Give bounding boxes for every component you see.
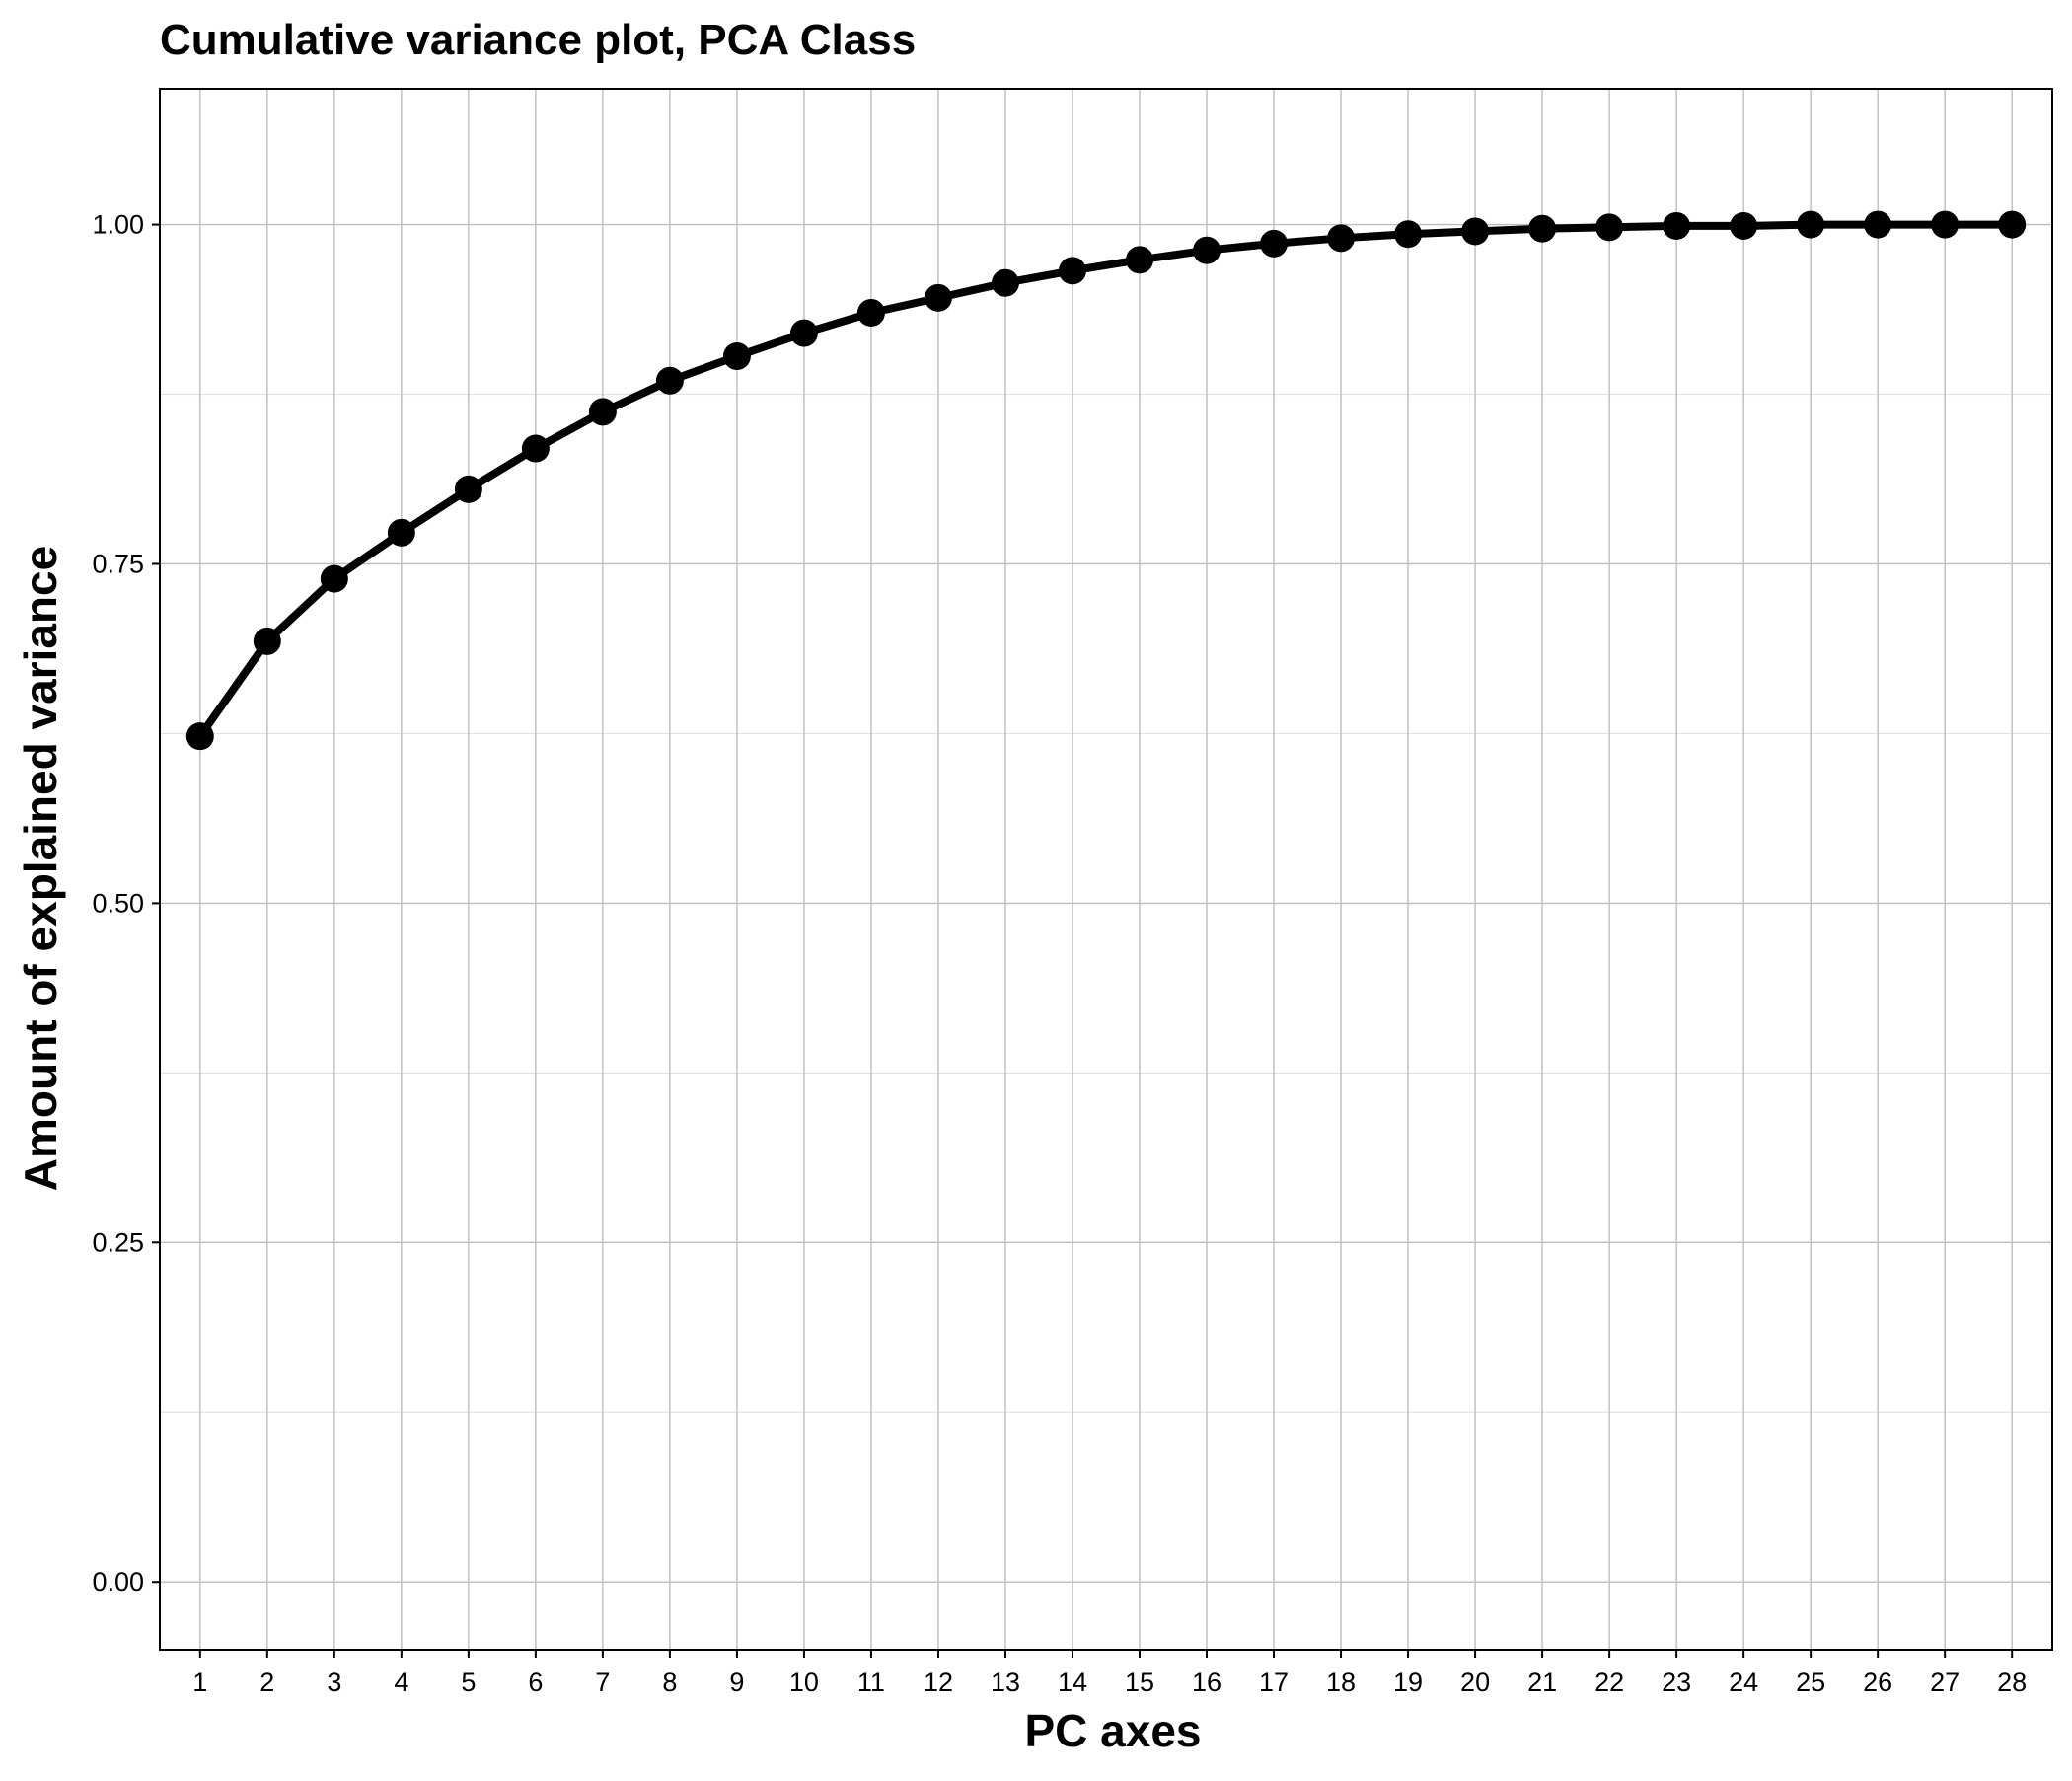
data-point [789,319,818,347]
data-point [253,627,281,655]
y-tick-label: 1.00 [92,210,144,240]
x-tick-label: 18 [1326,1668,1356,1697]
chart-title: Cumulative variance plot, PCA Class [160,16,916,64]
data-point [1528,214,1557,243]
x-tick-label: 23 [1662,1668,1691,1697]
data-point [1864,210,1892,239]
x-tick-label: 15 [1125,1668,1154,1697]
data-point [387,518,415,547]
x-tick-label: 10 [789,1668,819,1697]
x-tick-label: 14 [1058,1668,1087,1697]
data-point [1797,210,1825,239]
data-point [320,564,348,593]
x-tick-label: 9 [729,1668,744,1697]
y-tick-label: 0.25 [92,1227,144,1257]
x-tick-label: 26 [1863,1668,1892,1697]
y-tick-label: 0.50 [92,888,144,918]
x-tick-label: 16 [1192,1668,1221,1697]
data-point [1394,220,1423,249]
x-tick-label: 12 [924,1668,953,1697]
axis-ticks: 0.000.250.500.751.001 2 3 4 5 6 7 8 9 10 11 12 13 14 1… [92,210,2027,1697]
x-tick-label: 11 [857,1668,885,1697]
x-tick-label: 24 [1729,1668,1758,1697]
data-point [655,366,684,395]
x-tick-label: 3 [327,1668,341,1697]
data-point [1595,213,1624,242]
x-tick-label: 22 [1594,1668,1624,1697]
x-tick-label: 1 [192,1668,207,1697]
x-tick-label: 20 [1460,1668,1490,1697]
data-point [1998,210,2027,239]
x-tick-label: 21 [1527,1668,1557,1697]
data-point [521,434,550,463]
x-tick-label: 5 [461,1668,476,1697]
grid [160,89,2052,1650]
data-point [1730,211,1758,240]
x-axis-label: PC axes [1024,1705,1201,1756]
data-point [1663,211,1691,240]
data-point [1260,229,1289,258]
x-tick-label: 25 [1796,1668,1825,1697]
x-tick-label: 13 [991,1668,1020,1697]
data-point [856,298,885,327]
x-tick-label: 19 [1393,1668,1423,1697]
y-tick-label: 0.75 [92,549,144,578]
data-point [1058,257,1086,285]
data-point [588,398,617,426]
x-tick-label: 4 [394,1668,408,1697]
x-tick-label: 2 [259,1668,274,1697]
plot-border [159,88,2053,1651]
data-point [185,722,214,751]
data-point [1126,246,1154,274]
data-point [991,268,1019,297]
x-tick-label: 28 [1997,1668,2027,1697]
y-axis-label: Amount of explained variance [15,546,66,1191]
series-line [195,220,2017,741]
x-tick-label: 6 [528,1668,543,1697]
x-tick-label: 8 [662,1668,677,1697]
data-point [1327,224,1356,253]
data-point [1461,217,1490,246]
x-tick-label: 7 [595,1668,610,1697]
data-point [1193,236,1221,264]
x-tick-label: 17 [1259,1668,1289,1697]
data-point [1931,210,1960,239]
data-point [454,475,482,503]
y-tick-label: 0.00 [92,1567,144,1596]
data-point [722,342,751,371]
series-layer [185,210,2027,751]
data-point [924,283,952,312]
x-tick-label: 27 [1930,1668,1960,1697]
